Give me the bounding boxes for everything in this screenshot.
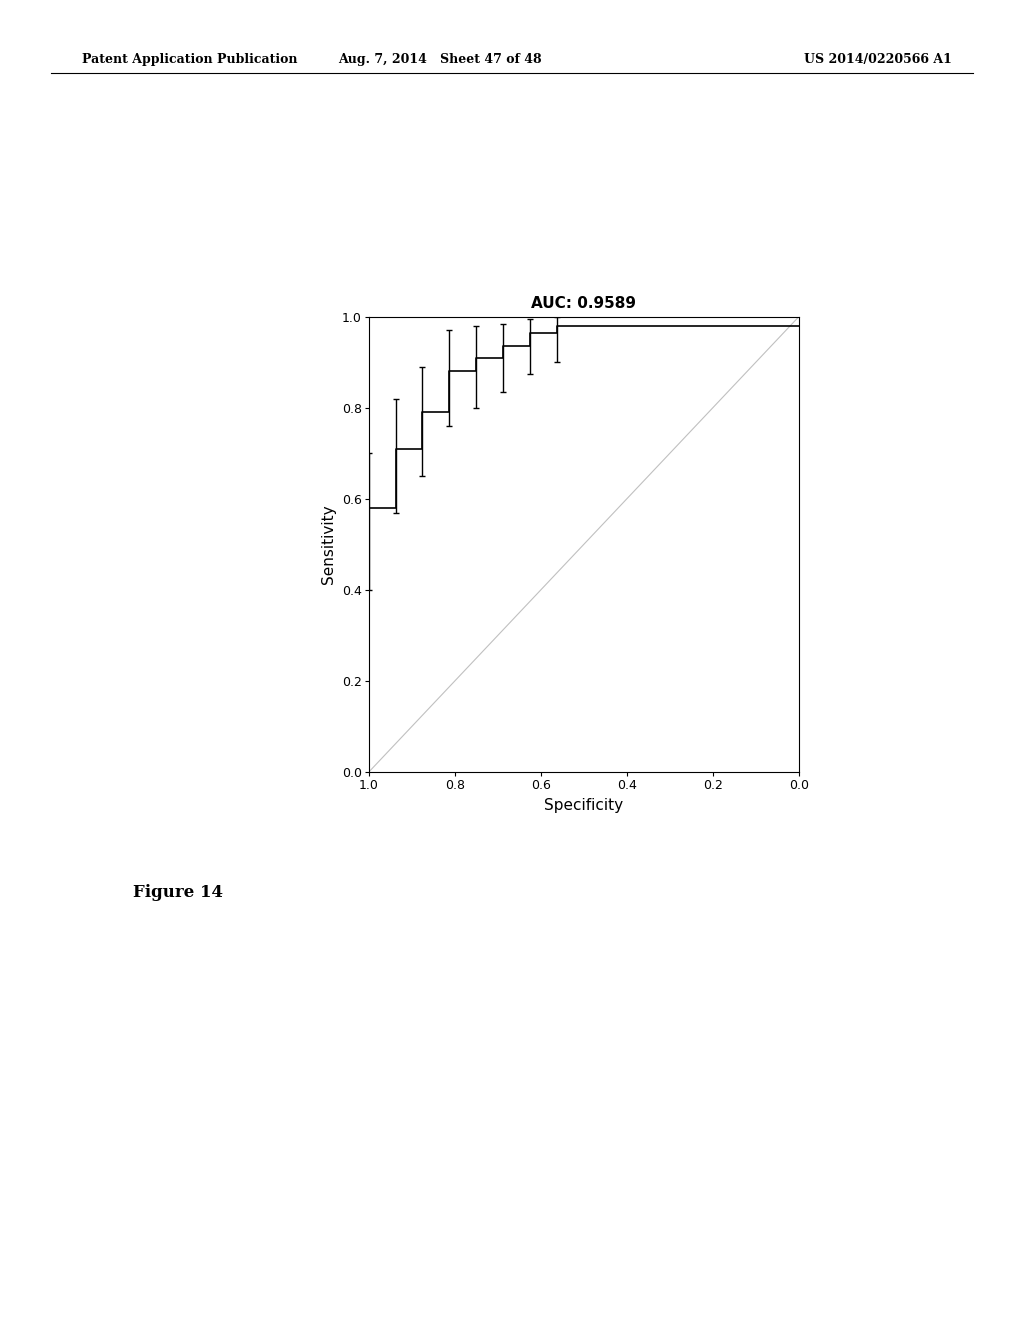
X-axis label: Specificity: Specificity — [544, 797, 624, 813]
Y-axis label: Sensitivity: Sensitivity — [322, 504, 336, 585]
Text: Aug. 7, 2014   Sheet 47 of 48: Aug. 7, 2014 Sheet 47 of 48 — [339, 53, 542, 66]
Text: Patent Application Publication: Patent Application Publication — [82, 53, 297, 66]
Text: Figure 14: Figure 14 — [133, 884, 223, 902]
Title: AUC: 0.9589: AUC: 0.9589 — [531, 297, 636, 312]
Text: US 2014/0220566 A1: US 2014/0220566 A1 — [805, 53, 952, 66]
